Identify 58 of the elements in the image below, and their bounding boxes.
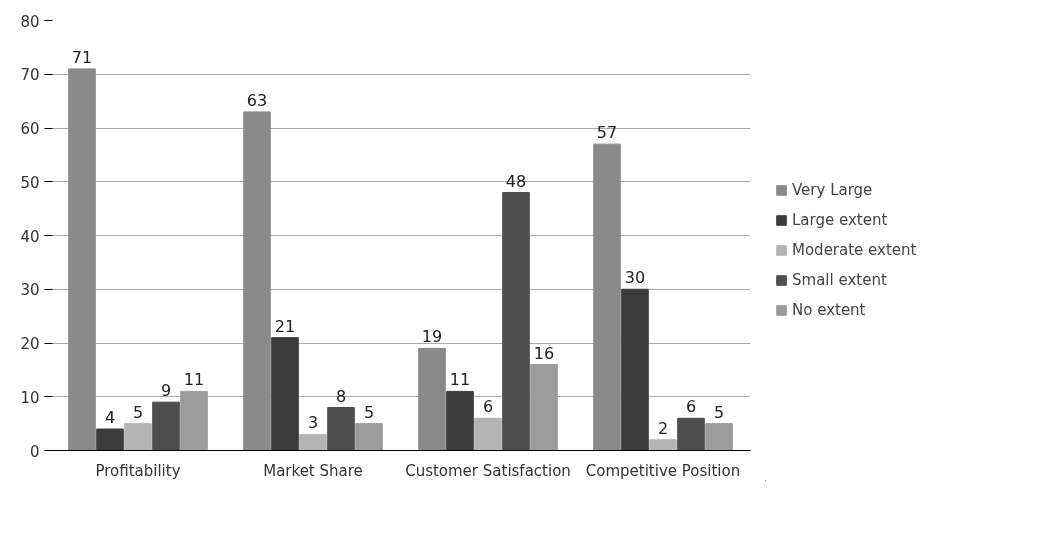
y-tick-label: 60 — [20, 120, 40, 138]
data-label: 9 — [160, 381, 172, 401]
data-label: 5 — [363, 402, 375, 422]
bar — [677, 417, 705, 451]
y-tick-label: 40 — [20, 227, 40, 246]
legend-label: Large extent — [792, 211, 888, 229]
y-tick-label: 20 — [20, 335, 40, 353]
y-tick-label: 50 — [20, 173, 40, 192]
bar — [271, 337, 299, 451]
data-label: 11 — [183, 370, 205, 390]
data-label: 2 — [657, 418, 669, 438]
data-label: 6 — [685, 397, 697, 417]
bar — [705, 423, 733, 451]
legend-label: Small extent — [792, 271, 887, 289]
bar — [96, 428, 124, 451]
bar — [474, 417, 502, 451]
bar — [355, 423, 383, 451]
bar — [299, 433, 327, 451]
bar — [593, 143, 621, 451]
bar — [502, 192, 530, 451]
x-tick-label: Customer Satisfaction — [405, 461, 571, 480]
data-label: 63 — [246, 90, 268, 110]
data-label: 6 — [482, 397, 494, 417]
data-label: 71 — [71, 47, 93, 67]
bar — [530, 364, 558, 451]
data-label: 30 — [624, 268, 646, 288]
y-tick-label: 0 — [29, 442, 40, 461]
x-tick-label: Market Share — [263, 461, 363, 480]
legend-label: Very Large — [792, 181, 873, 199]
legend-label: No extent — [792, 301, 866, 319]
data-label: 3 — [307, 413, 319, 433]
bar — [446, 390, 474, 451]
legend-label: Moderate extent — [792, 241, 917, 259]
data-label: 5 — [132, 402, 144, 422]
data-label: 57 — [596, 123, 618, 143]
y-tick-label: 80 — [20, 12, 40, 31]
x-tick-label: Competitive Position — [585, 461, 741, 480]
data-label: 19 — [421, 327, 443, 347]
data-label: 11 — [449, 370, 471, 390]
data-label: 16 — [533, 343, 555, 363]
data-label: 4 — [104, 408, 116, 427]
bar — [243, 111, 271, 451]
y-tick-label: 70 — [20, 66, 40, 85]
data-label: 8 — [335, 386, 347, 406]
data-label: 21 — [274, 316, 296, 336]
bar — [180, 390, 208, 451]
bar — [152, 401, 180, 451]
bar — [418, 347, 446, 451]
bar — [327, 407, 355, 451]
y-tick-label: 30 — [20, 281, 40, 300]
bar — [621, 288, 649, 451]
x-tick-label: Profitability — [95, 461, 181, 480]
bar — [649, 439, 677, 451]
bar — [124, 423, 152, 451]
bar — [68, 68, 96, 451]
data-label: 48 — [505, 171, 527, 191]
y-tick-label: 10 — [20, 388, 40, 407]
data-label: 5 — [713, 402, 725, 422]
